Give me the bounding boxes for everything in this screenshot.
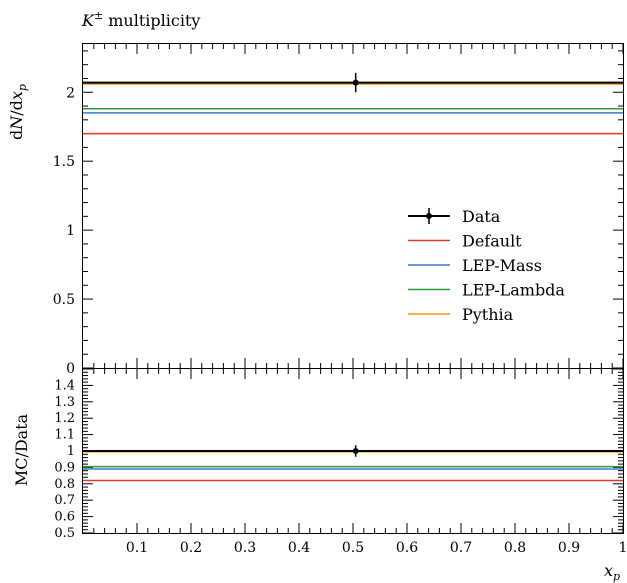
- legend-label: LEP-Mass: [462, 256, 542, 275]
- ratio-ytick-label: 1.1: [54, 428, 75, 443]
- legend-label: Default: [462, 232, 522, 251]
- ratio-ytick-label: 1.4: [54, 378, 75, 393]
- legend-label: LEP-Lambda: [462, 281, 565, 300]
- ylabel-N: N: [7, 115, 26, 131]
- main-ytick-label: 1: [66, 223, 75, 239]
- ylabel-p: p: [16, 84, 29, 91]
- title-sup: ±: [94, 9, 103, 22]
- ylabel-d1: d: [7, 130, 26, 140]
- xtick-label: 0.2: [180, 540, 202, 556]
- ratio-ytick-label: 0.5: [54, 526, 75, 541]
- main-data-point: [352, 79, 359, 86]
- xlabel-x: x: [604, 561, 613, 580]
- xtick-label: 0.8: [504, 540, 526, 556]
- ratio-plot: 0.50.60.70.80.911.11.21.31.40.1 0.2 0.3 0.4…: [54, 368, 627, 556]
- legend-label: Pythia: [462, 305, 514, 324]
- chart-title: K± multiplicity: [81, 9, 200, 30]
- ratio-ylabel: MC/Data: [12, 413, 31, 486]
- ratio-frame: [82, 368, 624, 534]
- xtick-label: 1: [619, 540, 627, 556]
- xtick-label: 0.1: [126, 540, 148, 556]
- ratio-ytick-label: 1.2: [54, 411, 75, 426]
- main-ytick-label: 0: [66, 361, 75, 377]
- ratio-data-point: [352, 448, 359, 454]
- main-ytick-label: 2: [66, 85, 75, 101]
- main-ytick-label: 1.5: [53, 154, 75, 170]
- main-plot: 0 0.5 1 1.5 2: [53, 44, 624, 377]
- xtick-label: 0.4: [288, 540, 310, 556]
- main-ylabel: dN/dxp: [7, 84, 29, 140]
- ratio-ytick-label: 0.8: [54, 477, 75, 492]
- title-base: K: [81, 11, 95, 30]
- xtick-label: 0.7: [450, 540, 472, 556]
- ratio-ytick-label: 0.6: [54, 510, 75, 525]
- title-rest: multiplicity: [103, 11, 200, 30]
- ratio-ytick-label: 0.9: [54, 460, 75, 475]
- main-frame: [82, 43, 624, 369]
- legend-data-marker: [426, 213, 432, 219]
- legend-label: Data: [462, 207, 501, 226]
- ylabel-x: x: [7, 91, 26, 100]
- xtick-label: 0.3: [234, 540, 256, 556]
- ratio-xlabel: xp: [604, 561, 620, 583]
- ratio-ytick-label: 1: [67, 444, 75, 459]
- legend: Data Default LEP-Mass LEP-Lambda Pythia: [408, 207, 565, 324]
- xtick-label: 0.5: [342, 540, 364, 556]
- xlabel-p: p: [613, 570, 620, 583]
- ylabel-d2: /d: [7, 100, 26, 116]
- ratio-ytick-label: 1.3: [54, 395, 75, 410]
- xtick-label: 0.9: [558, 540, 580, 556]
- ratio-ytick-label: 0.7: [54, 493, 75, 508]
- main-ytick-label: 0.5: [53, 292, 75, 308]
- xtick-label: 0.6: [396, 540, 418, 556]
